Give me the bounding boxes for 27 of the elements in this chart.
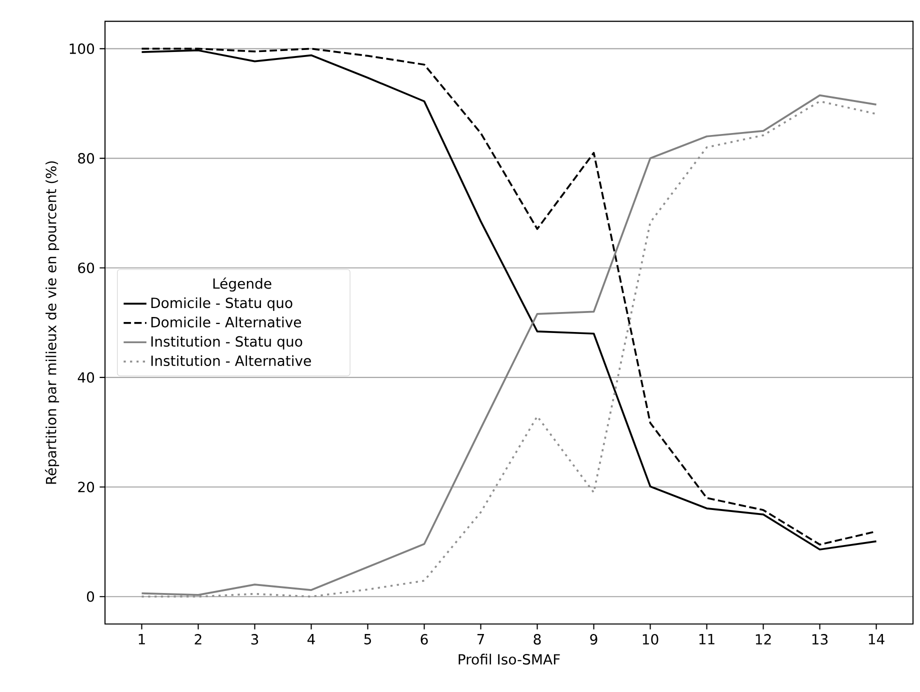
x-tick-label: 7	[477, 634, 484, 644]
legend-label: Domicile - Alternative	[151, 316, 302, 328]
x-axis-title: Profil Iso-SMAF	[458, 654, 560, 665]
legend-label: Domicile - Statu quo	[151, 297, 292, 311]
legend-label: Institution - Statu quo	[151, 336, 302, 350]
x-tick-label: 8	[534, 634, 541, 645]
y-axis-title: Répartition par milieux de vie en pourcent (%)	[44, 161, 60, 484]
y-tick-label: 80	[78, 153, 94, 164]
x-tick-label: 1	[138, 634, 145, 644]
x-tick-label: 2	[194, 634, 202, 644]
y-tick-label: 20	[78, 482, 94, 492]
legend-label: Institution - Alternative	[151, 355, 311, 366]
y-tick-label: 40	[78, 372, 94, 383]
y-tick-label: 60	[78, 262, 94, 274]
x-tick-label: 6	[420, 634, 428, 645]
x-tick-label: 10	[642, 634, 658, 645]
x-tick-label: 13	[812, 634, 828, 645]
x-tick-label: 12	[756, 634, 771, 644]
x-tick-label: 14	[868, 634, 884, 644]
x-tick-label: 11	[699, 634, 714, 644]
legend-title: Légende	[213, 277, 272, 292]
x-tick-label: 9	[590, 634, 598, 645]
x-tick-label: 3	[251, 634, 258, 645]
y-tick-label: 100	[70, 43, 94, 54]
y-tick-label: 0	[86, 591, 94, 602]
x-tick-label: 4	[307, 634, 315, 644]
x-tick-label: 5	[364, 634, 371, 644]
